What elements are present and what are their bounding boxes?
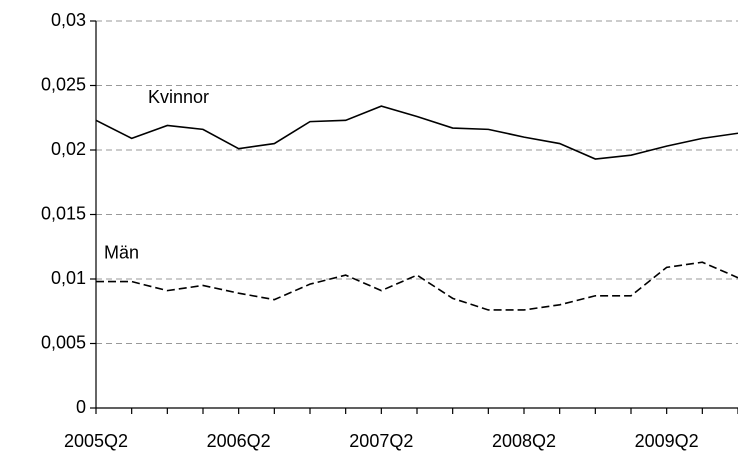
x-tick-label: 2008Q2 <box>492 431 556 451</box>
y-tick-label: 0,025 <box>41 74 86 94</box>
y-tick-label: 0,005 <box>41 332 86 352</box>
series-line <box>96 261 738 311</box>
x-tick-label: 2005Q2 <box>64 431 128 451</box>
series-label: Kvinnor <box>148 87 209 107</box>
x-tick-label: 2009Q2 <box>635 431 699 451</box>
x-tick-label: 2006Q2 <box>207 431 271 451</box>
x-tick-label: 2007Q2 <box>349 431 413 451</box>
series-label: Män <box>104 242 139 262</box>
y-tick-label: 0,03 <box>51 10 86 30</box>
series-line <box>95 105 738 160</box>
y-tick-label: 0,015 <box>41 203 86 223</box>
y-tick-label: 0,01 <box>51 268 86 288</box>
y-tick-label: 0,02 <box>51 139 86 159</box>
y-tick-label: 0 <box>76 397 86 417</box>
